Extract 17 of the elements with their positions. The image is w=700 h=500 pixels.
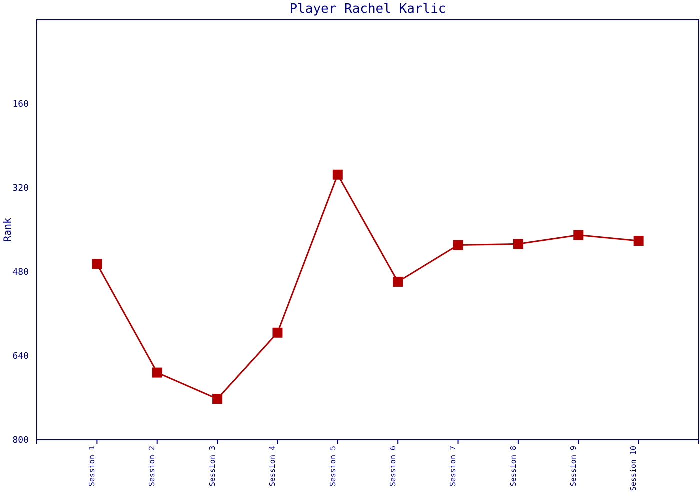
point <box>574 230 584 240</box>
point <box>272 328 283 338</box>
y-tick-label: 320 <box>12 184 29 194</box>
y-tick-label: 160 <box>12 100 29 110</box>
point <box>92 259 102 270</box>
point <box>453 240 464 250</box>
chart-title: Player Rachel Karlic <box>290 2 446 17</box>
point <box>634 236 644 246</box>
y-tick-label: 480 <box>12 268 29 278</box>
y-tick-label: 640 <box>12 352 29 362</box>
point <box>212 394 223 404</box>
point <box>332 170 343 180</box>
y-tick-label: 800 <box>12 436 29 446</box>
point <box>513 239 524 250</box>
y-axis-title: Rank <box>3 218 14 242</box>
point <box>152 368 162 378</box>
point <box>393 276 404 287</box>
